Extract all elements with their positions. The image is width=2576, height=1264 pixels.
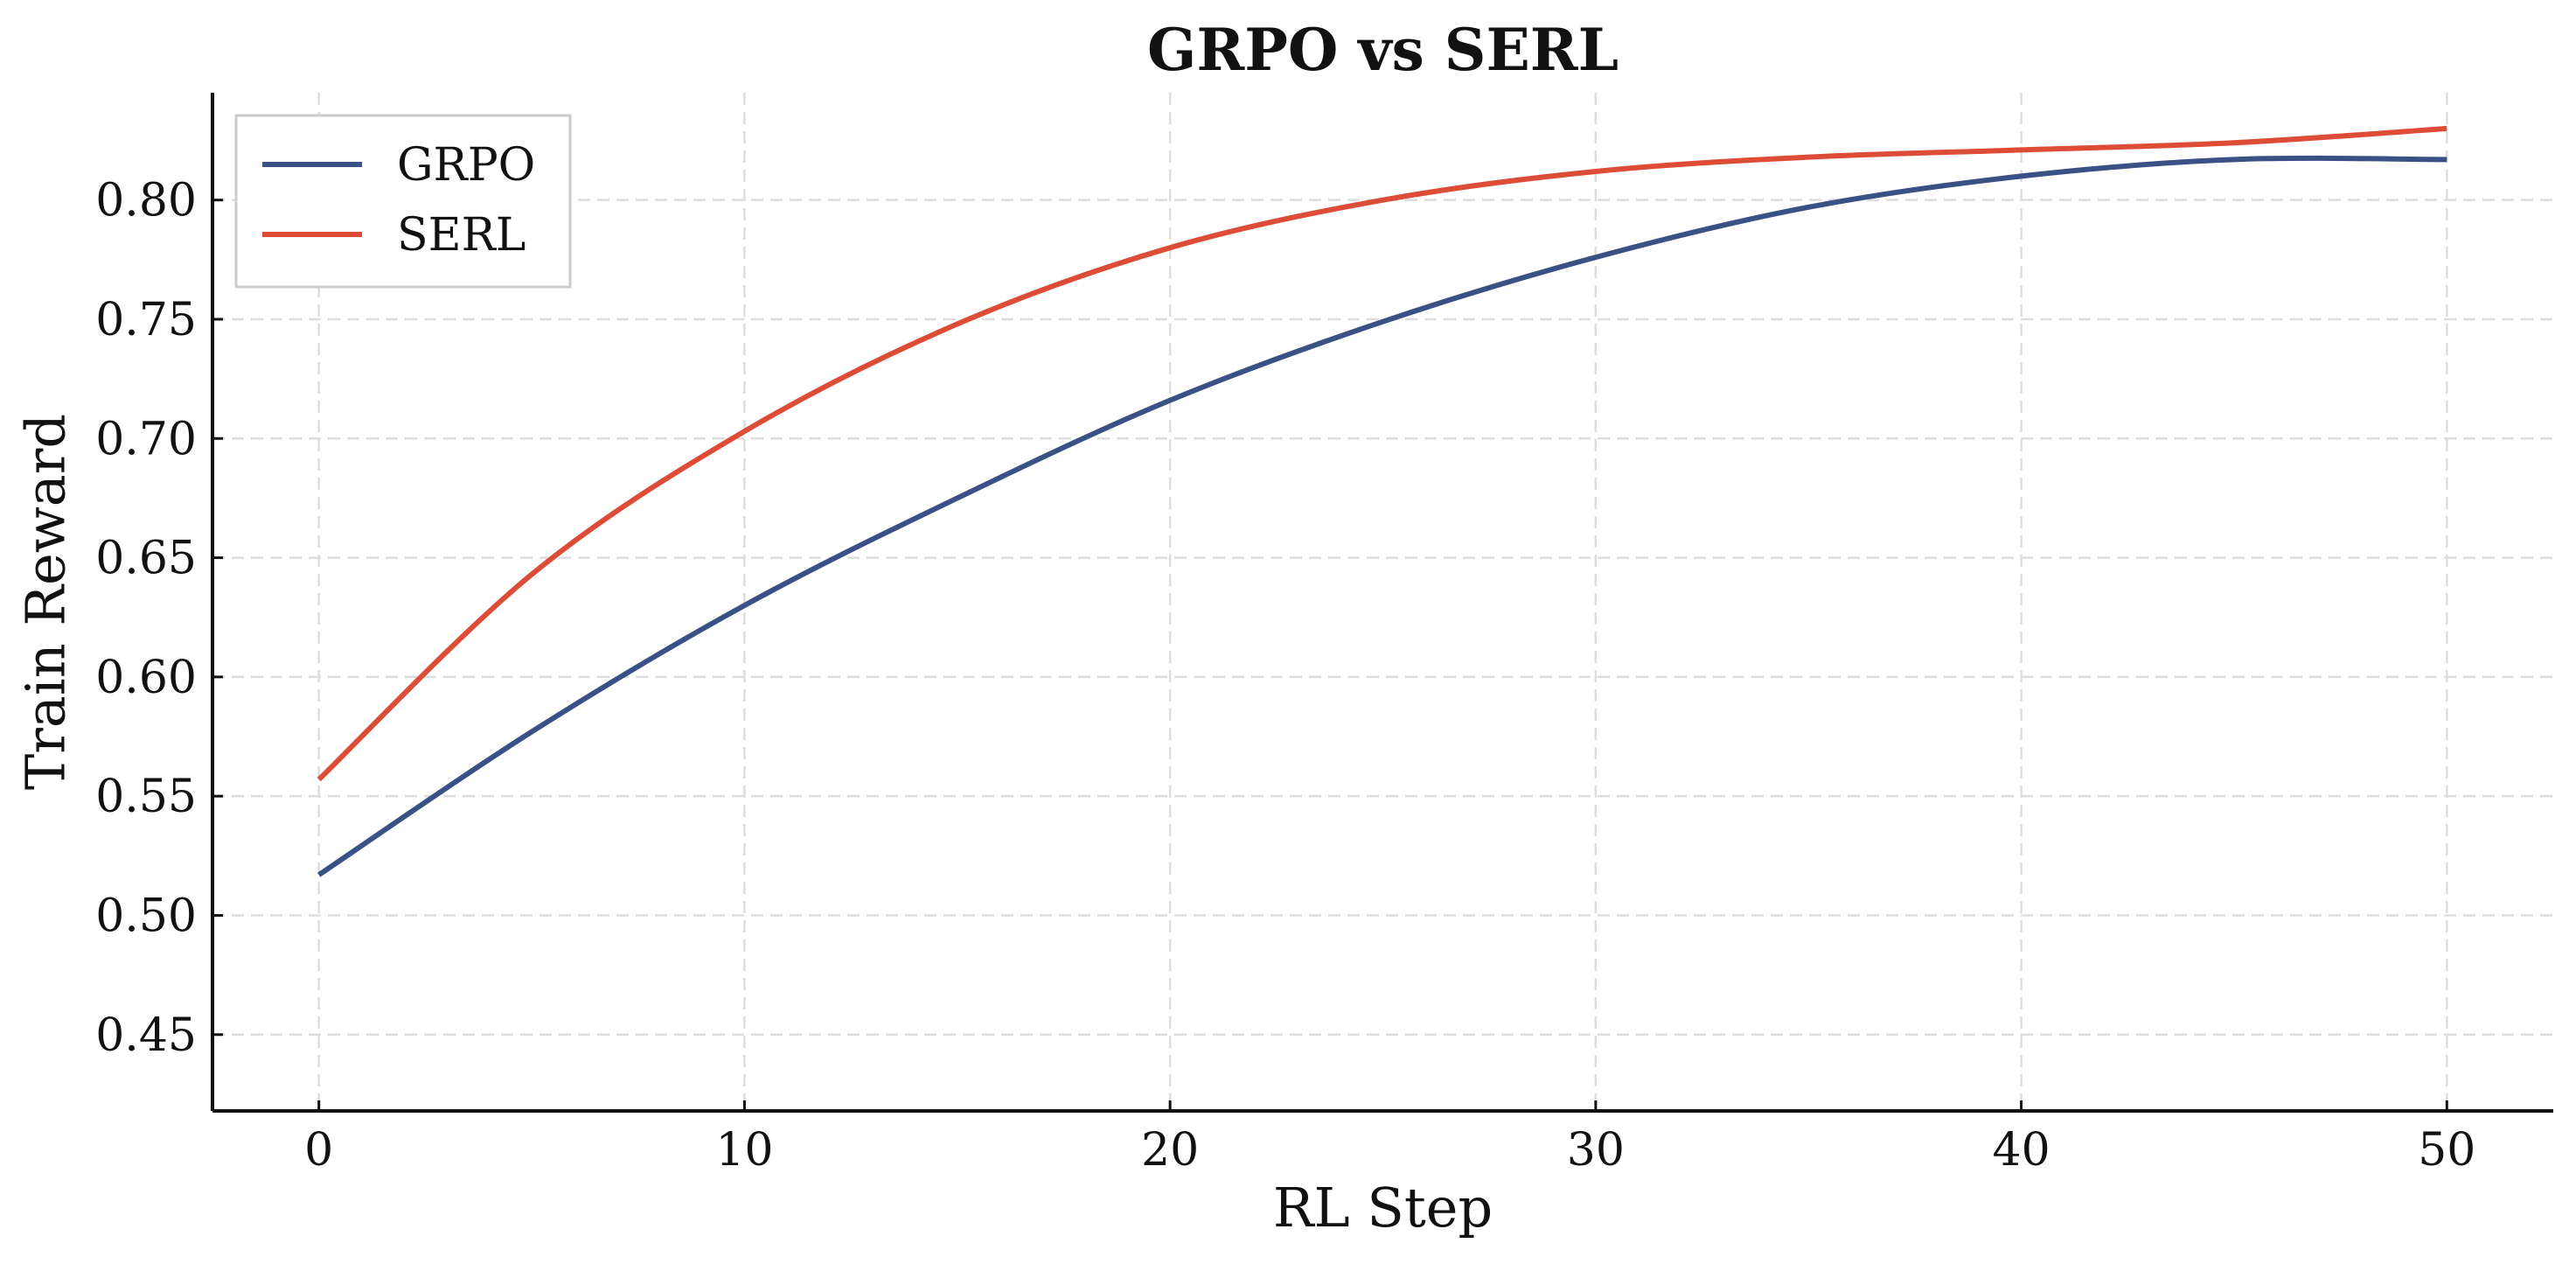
y-tick-label: 0.75: [95, 294, 197, 346]
legend-items: GRPO SERL: [262, 139, 535, 262]
x-tick-label: 10: [715, 1124, 773, 1177]
x-ticks: 0 10 20 30 40 50: [304, 1100, 2475, 1177]
series-line-serl: [317, 125, 2447, 782]
y-axis-title: Train Reward: [14, 414, 78, 790]
x-axis-title: RL Step: [1273, 1176, 1493, 1240]
y-tick-label: 0.80: [95, 175, 197, 227]
grid-lines: [212, 93, 2553, 1111]
x-tick-label: 40: [1993, 1124, 2050, 1177]
y-tick-label: 0.65: [95, 533, 197, 585]
series-lines: [317, 125, 2447, 877]
y-tick-label: 0.55: [95, 771, 197, 823]
y-tick-label: 0.50: [95, 890, 197, 942]
x-tick-label: 50: [2418, 1124, 2475, 1177]
x-tick-label: 20: [1141, 1124, 1199, 1177]
legend: GRPO SERL: [234, 114, 572, 289]
x-tick-label: 30: [1567, 1124, 1625, 1177]
x-tick-label: 0: [304, 1124, 333, 1177]
axes: [211, 93, 2553, 1113]
legend-label-serl: SERL: [397, 209, 526, 262]
legend-frame: [234, 114, 572, 289]
series-line-grpo: [317, 155, 2447, 877]
y-tick-label: 0.45: [95, 1009, 197, 1062]
legend-label-grpo: GRPO: [397, 139, 535, 192]
y-ticks: 0.45 0.50 0.55 0.60 0.65 0.70 0.75 0.80: [95, 175, 223, 1062]
chart-title: GRPO vs SERL: [1147, 16, 1619, 84]
y-tick-label: 0.70: [95, 413, 197, 465]
y-tick-label: 0.60: [95, 652, 197, 704]
